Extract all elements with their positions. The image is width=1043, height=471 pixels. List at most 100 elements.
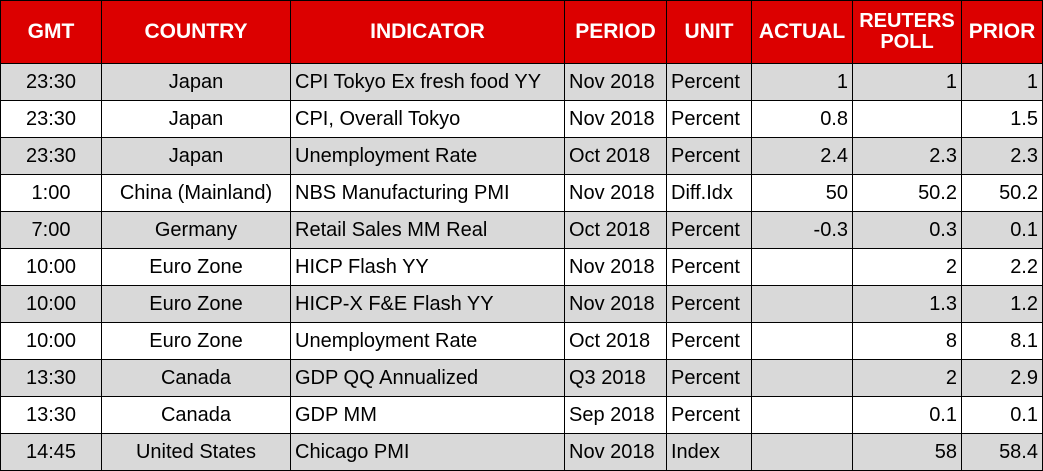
header-unit: UNIT bbox=[666, 0, 752, 64]
cell-country: Euro Zone bbox=[101, 248, 291, 286]
table-row: 14:45 United States Chicago PMI Nov 2018 Ind… bbox=[0, 433, 1043, 471]
cell-unit: Percent bbox=[666, 322, 752, 360]
cell-prior: 0.1 bbox=[961, 211, 1043, 249]
cell-gmt: 10:00 bbox=[0, 322, 102, 360]
cell-gmt: 10:00 bbox=[0, 285, 102, 323]
cell-reuters-poll: 8 bbox=[852, 322, 962, 360]
cell-country: Japan bbox=[101, 100, 291, 138]
cell-unit: Percent bbox=[666, 137, 752, 175]
cell-unit: Percent bbox=[666, 285, 752, 323]
header-indicator: INDICATOR bbox=[290, 0, 565, 64]
header-poll-line2: POLL bbox=[880, 31, 934, 53]
cell-unit: Percent bbox=[666, 63, 752, 101]
cell-reuters-poll: 0.3 bbox=[852, 211, 962, 249]
cell-indicator: Chicago PMI bbox=[290, 433, 565, 471]
cell-country: Euro Zone bbox=[101, 322, 291, 360]
cell-actual bbox=[751, 285, 853, 323]
cell-period: Nov 2018 bbox=[564, 63, 667, 101]
cell-reuters-poll: 1 bbox=[852, 63, 962, 101]
cell-country: Canada bbox=[101, 359, 291, 397]
cell-reuters-poll: 2.3 bbox=[852, 137, 962, 175]
cell-prior: 50.2 bbox=[961, 174, 1043, 212]
cell-unit: Percent bbox=[666, 211, 752, 249]
cell-period: Nov 2018 bbox=[564, 433, 667, 471]
cell-country: Euro Zone bbox=[101, 285, 291, 323]
cell-gmt: 13:30 bbox=[0, 359, 102, 397]
cell-gmt: 7:00 bbox=[0, 211, 102, 249]
cell-gmt: 14:45 bbox=[0, 433, 102, 471]
cell-prior: 0.1 bbox=[961, 396, 1043, 434]
cell-prior: 8.1 bbox=[961, 322, 1043, 360]
cell-gmt: 23:30 bbox=[0, 100, 102, 138]
table-row: 23:30 Japan Unemployment Rate Oct 2018 Perce… bbox=[0, 137, 1043, 175]
cell-prior: 58.4 bbox=[961, 433, 1043, 471]
cell-unit: Index bbox=[666, 433, 752, 471]
header-period: PERIOD bbox=[564, 0, 667, 64]
cell-gmt: 23:30 bbox=[0, 137, 102, 175]
table-row: 10:00 Euro Zone HICP Flash YY Nov 2018 Perce… bbox=[0, 248, 1043, 286]
cell-country: China (Mainland) bbox=[101, 174, 291, 212]
header-row: GMT COUNTRY INDICATOR PERIOD UNIT ACTUAL… bbox=[0, 0, 1043, 64]
cell-actual: 1 bbox=[751, 63, 853, 101]
cell-indicator: HICP-X F&E Flash YY bbox=[290, 285, 565, 323]
cell-actual bbox=[751, 396, 853, 434]
cell-reuters-poll: 50.2 bbox=[852, 174, 962, 212]
cell-actual bbox=[751, 248, 853, 286]
cell-country: Canada bbox=[101, 396, 291, 434]
header-prior: PRIOR bbox=[961, 0, 1043, 64]
cell-indicator: HICP Flash YY bbox=[290, 248, 565, 286]
table-row: 1:00 China (Mainland) NBS Manufacturing PM… bbox=[0, 174, 1043, 212]
cell-country: Japan bbox=[101, 137, 291, 175]
cell-country: Japan bbox=[101, 63, 291, 101]
cell-indicator: Retail Sales MM Real bbox=[290, 211, 565, 249]
header-country: COUNTRY bbox=[101, 0, 291, 64]
cell-period: Nov 2018 bbox=[564, 285, 667, 323]
cell-actual bbox=[751, 359, 853, 397]
cell-unit: Percent bbox=[666, 248, 752, 286]
cell-period: Sep 2018 bbox=[564, 396, 667, 434]
header-poll-line1: REUTERS bbox=[859, 10, 955, 32]
table-row: 13:30 Canada GDP MM Sep 2018 Percent 0.1 0.1 bbox=[0, 396, 1043, 434]
table-row: 23:30 Japan CPI Tokyo Ex fresh food YY Nov … bbox=[0, 63, 1043, 101]
cell-period: Nov 2018 bbox=[564, 174, 667, 212]
cell-unit: Percent bbox=[666, 359, 752, 397]
cell-gmt: 23:30 bbox=[0, 63, 102, 101]
cell-gmt: 10:00 bbox=[0, 248, 102, 286]
cell-actual bbox=[751, 433, 853, 471]
cell-indicator: CPI Tokyo Ex fresh food YY bbox=[290, 63, 565, 101]
cell-prior: 1.5 bbox=[961, 100, 1043, 138]
header-reuters-poll: REUTERS POLL bbox=[852, 0, 962, 64]
cell-prior: 2.3 bbox=[961, 137, 1043, 175]
cell-reuters-poll bbox=[852, 100, 962, 138]
cell-period: Oct 2018 bbox=[564, 211, 667, 249]
header-gmt: GMT bbox=[0, 0, 102, 64]
cell-actual: -0.3 bbox=[751, 211, 853, 249]
table-row: 10:00 Euro Zone Unemployment Rate Oct 2018 P… bbox=[0, 322, 1043, 360]
cell-reuters-poll: 1.3 bbox=[852, 285, 962, 323]
cell-actual: 0.8 bbox=[751, 100, 853, 138]
table-row: 23:30 Japan CPI, Overall Tokyo Nov 2018 Perc… bbox=[0, 100, 1043, 138]
cell-reuters-poll: 0.1 bbox=[852, 396, 962, 434]
table-row: 7:00 Germany Retail Sales MM Real Oct 2018 P… bbox=[0, 211, 1043, 249]
cell-gmt: 13:30 bbox=[0, 396, 102, 434]
cell-unit: Percent bbox=[666, 396, 752, 434]
cell-reuters-poll: 2 bbox=[852, 359, 962, 397]
cell-period: Q3 2018 bbox=[564, 359, 667, 397]
cell-unit: Diff.Idx bbox=[666, 174, 752, 212]
cell-actual bbox=[751, 322, 853, 360]
table-row: 13:30 Canada GDP QQ Annualized Q3 2018 Perce… bbox=[0, 359, 1043, 397]
cell-indicator: CPI, Overall Tokyo bbox=[290, 100, 565, 138]
cell-actual: 50 bbox=[751, 174, 853, 212]
cell-indicator: NBS Manufacturing PMI bbox=[290, 174, 565, 212]
cell-unit: Percent bbox=[666, 100, 752, 138]
cell-prior: 1 bbox=[961, 63, 1043, 101]
table-row: 10:00 Euro Zone HICP-X F&E Flash YY Nov 201… bbox=[0, 285, 1043, 323]
cell-period: Nov 2018 bbox=[564, 100, 667, 138]
cell-country: Germany bbox=[101, 211, 291, 249]
cell-indicator: GDP MM bbox=[290, 396, 565, 434]
cell-indicator: Unemployment Rate bbox=[290, 322, 565, 360]
table-body: 23:30 Japan CPI Tokyo Ex fresh food YY Nov … bbox=[0, 63, 1043, 471]
header-actual: ACTUAL bbox=[751, 0, 853, 64]
cell-reuters-poll: 2 bbox=[852, 248, 962, 286]
